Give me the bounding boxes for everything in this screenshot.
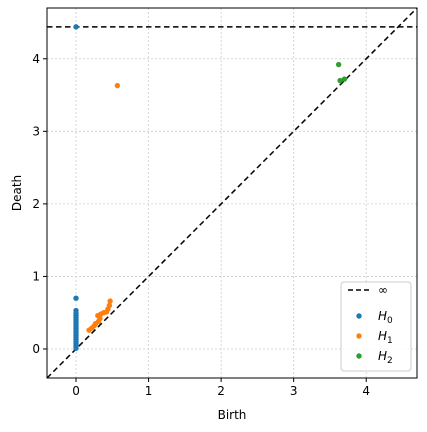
y-axis-label: Death [10,175,24,211]
x-tick-label: 3 [290,384,298,398]
legend-label-h0: H0 [378,309,393,326]
y-tick-label: 0 [32,342,40,356]
legend: ∞ H0 H1 H2 [340,281,412,372]
point-h0 [73,24,79,30]
diagonal-line [47,8,417,378]
legend-infinity-label: ∞ [378,283,388,297]
point-h2 [337,77,343,84]
grid-lines [47,8,417,378]
plot-area [47,8,417,378]
point-h1 [107,298,113,304]
y-tick-label: 3 [32,124,40,138]
point-h1 [86,327,92,333]
legend-label-h2: H2 [378,349,393,366]
legend-marker-h0 [356,313,362,319]
x-tick-label: 2 [217,384,225,398]
y-tick-label: 2 [32,197,40,211]
legend-label-h1: H1 [378,329,393,346]
y-tick-label: 1 [32,269,40,283]
x-axis-label: Birth [218,408,247,422]
x-tick-label: 1 [145,384,153,398]
point-h1 [114,82,121,89]
y-tick-label: 4 [32,52,40,66]
x-tick-label: 4 [362,384,370,398]
legend-box [340,281,412,372]
legend-marker-h1 [356,333,362,339]
point-h0 [73,295,79,301]
legend-marker-h2 [356,353,362,359]
point-h2 [341,76,348,82]
point-h2 [335,61,342,68]
x-tick-label: 0 [72,384,80,398]
plot-frame [46,7,418,379]
axis-ticks: 0 1 2 3 4 0 1 2 3 4 [32,52,370,398]
point-h0 [73,345,79,351]
